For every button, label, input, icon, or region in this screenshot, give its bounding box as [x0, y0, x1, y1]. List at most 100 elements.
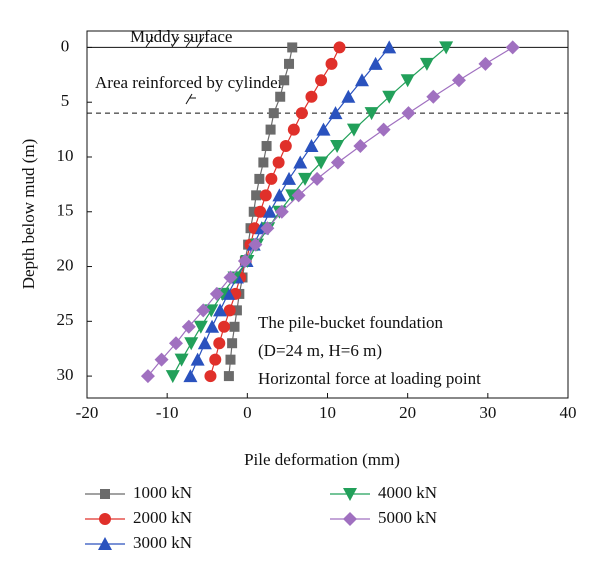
marker [314, 156, 329, 170]
marker [259, 189, 272, 202]
marker [295, 107, 308, 120]
x-axis-label: Pile deformation (mm) [244, 450, 400, 469]
y-tick-label: 25 [57, 310, 74, 329]
x-tick-label: -10 [156, 403, 179, 422]
y-tick-label: 15 [57, 201, 74, 220]
marker [330, 155, 345, 170]
x-tick-label: -20 [76, 403, 99, 422]
marker [287, 42, 298, 53]
marker [376, 122, 391, 137]
marker [262, 204, 277, 218]
marker [140, 369, 155, 384]
marker [196, 303, 211, 318]
marker [279, 140, 292, 153]
marker [223, 304, 236, 317]
marker [168, 336, 183, 351]
y-tick-label: 5 [61, 91, 70, 110]
marker [368, 56, 383, 70]
hatch [145, 36, 205, 105]
marker [227, 338, 238, 349]
y-tick-label: 30 [57, 365, 74, 384]
marker [333, 41, 346, 54]
marker [223, 371, 234, 382]
x-tick-label: 0 [243, 403, 252, 422]
x-tick-label: 30 [479, 403, 496, 422]
marker [260, 221, 275, 236]
marker [279, 75, 290, 86]
marker [298, 172, 313, 186]
marker [439, 41, 454, 55]
marker [248, 237, 263, 252]
marker [184, 337, 199, 351]
marker [382, 90, 397, 104]
y-tick-label: 20 [57, 255, 74, 274]
marker [284, 58, 295, 69]
legend-label: 1000 kN [133, 483, 192, 502]
y-tick-label: 0 [61, 36, 70, 55]
marker [272, 156, 285, 169]
marker [174, 353, 189, 367]
marker [154, 352, 169, 367]
marker [282, 171, 297, 185]
x-tick-label: 40 [560, 403, 577, 422]
legend-label: 4000 kN [378, 483, 437, 502]
marker [181, 319, 196, 334]
legend-marker [343, 488, 357, 501]
annotation: Horizontal force at loading point [258, 369, 481, 388]
marker [258, 157, 269, 168]
marker [274, 204, 289, 219]
marker [229, 321, 240, 332]
y-axis-label: Depth below mud (m) [19, 139, 38, 290]
marker [346, 123, 361, 137]
marker [204, 370, 217, 383]
marker [205, 319, 220, 333]
marker [364, 107, 379, 121]
x-tick-label: 10 [319, 403, 336, 422]
marker [251, 190, 262, 201]
marker [275, 91, 286, 102]
y-tick-label: 10 [57, 146, 74, 165]
marker [272, 188, 287, 202]
marker [218, 320, 231, 333]
marker [254, 205, 267, 218]
marker [165, 370, 180, 384]
marker [193, 320, 208, 334]
marker [305, 90, 318, 103]
marker [293, 155, 308, 169]
annotation: The pile-bucket foundation [258, 313, 444, 332]
marker [237, 254, 252, 269]
marker [190, 352, 205, 366]
marker [231, 305, 242, 316]
marker [183, 369, 198, 383]
marker [325, 57, 338, 70]
marker [204, 304, 219, 318]
marker [316, 122, 331, 136]
legend-label: 5000 kN [378, 508, 437, 527]
marker [248, 206, 259, 217]
annotation: Area reinforced by cylinder [95, 73, 284, 92]
legend-marker [99, 513, 111, 525]
marker [213, 303, 228, 317]
marker [265, 124, 276, 135]
marker [401, 106, 416, 121]
annotation: (D=24 m, H=6 m) [258, 341, 382, 360]
legend-marker [343, 512, 357, 526]
marker [451, 73, 466, 88]
marker [291, 188, 306, 203]
marker [315, 74, 328, 87]
marker [209, 286, 224, 301]
marker [328, 106, 343, 120]
marker [341, 89, 356, 103]
marker [254, 173, 265, 184]
marker [382, 40, 397, 54]
marker [426, 89, 441, 104]
legend-label: 2000 kN [133, 508, 192, 527]
marker [400, 74, 415, 88]
marker [505, 40, 520, 55]
marker [261, 141, 272, 152]
marker [223, 270, 238, 285]
marker [353, 139, 368, 154]
legend-marker [100, 489, 110, 499]
legend-label: 3000 kN [133, 533, 192, 552]
marker [287, 123, 300, 136]
